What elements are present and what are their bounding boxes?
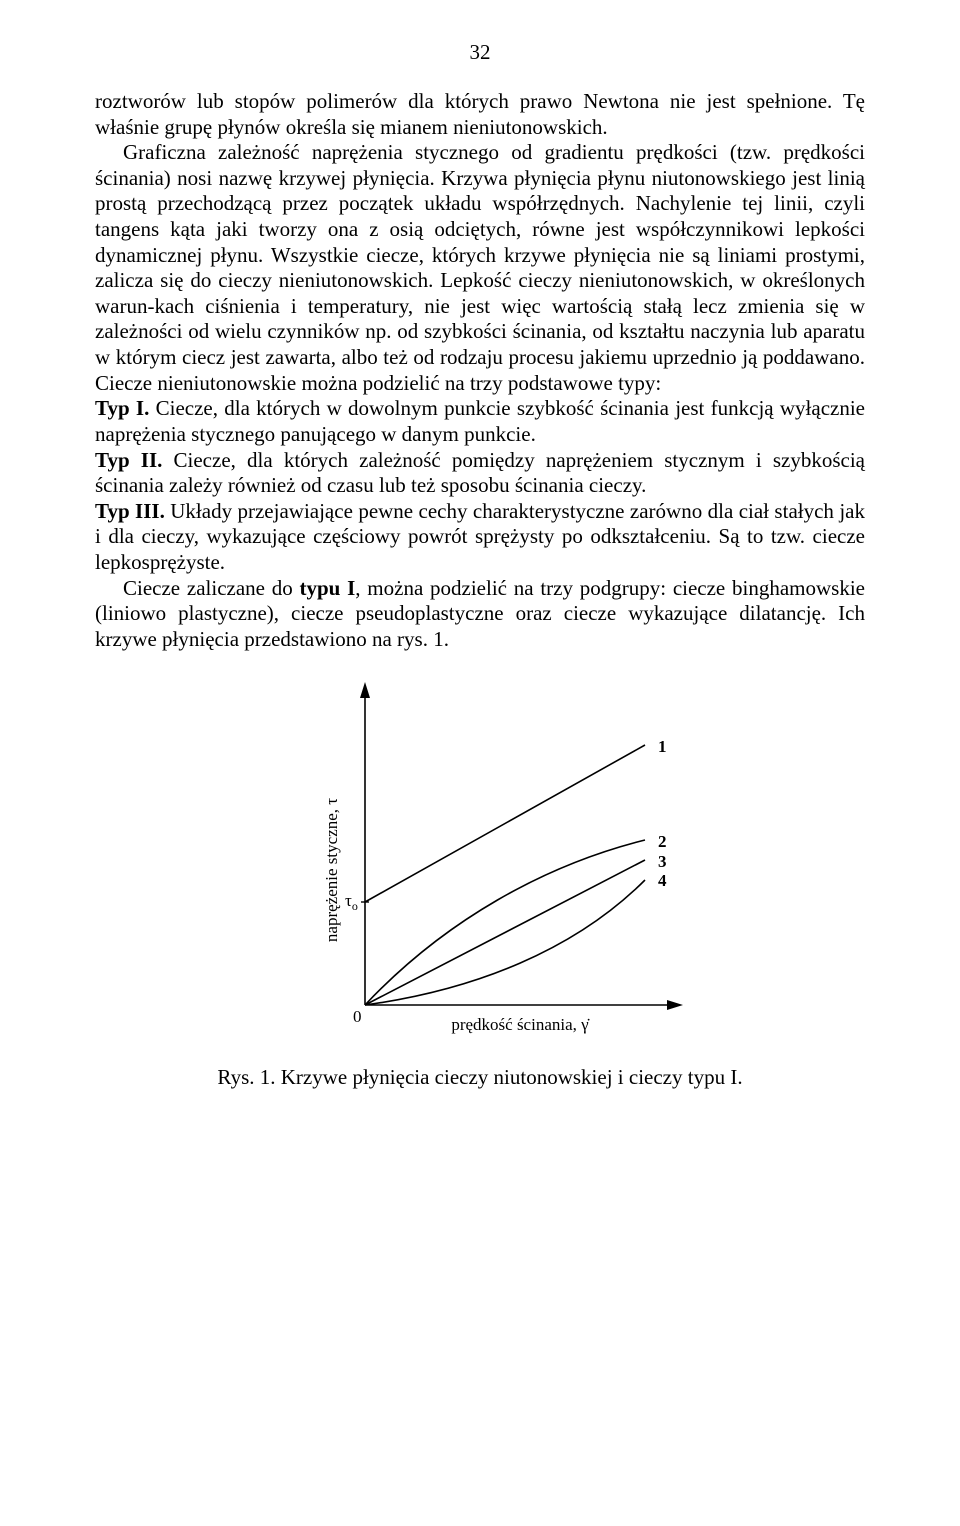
- paragraph-1: roztworów lub stopów polimerów dla który…: [95, 89, 865, 140]
- body-text: roztworów lub stopów polimerów dla który…: [95, 89, 865, 652]
- y-axis-label: naprężenie styczne, τ: [322, 798, 341, 942]
- curve-3: [365, 860, 645, 1005]
- paragraph-typ3: Typ III. Układy przejawiające pewne cech…: [95, 499, 865, 576]
- tau-o-label: τo: [345, 891, 358, 913]
- x-axis-label: prędkość ścinania, γ̇: [451, 1015, 589, 1034]
- paragraph-typ2: Typ II. Ciecze, dla których zależność po…: [95, 448, 865, 499]
- paragraph-2: Graficzna zależność naprężenia stycznego…: [95, 140, 865, 396]
- x-axis-arrow: [667, 1000, 683, 1010]
- p6-b: typu I: [300, 576, 356, 600]
- curve-label-1: 1: [658, 737, 667, 756]
- origin-label: 0: [353, 1007, 362, 1026]
- typ3-text: Układy przejawiające pewne cechy charakt…: [95, 499, 865, 574]
- typ2-label: Typ II.: [95, 448, 162, 472]
- page: 32 roztworów lub stopów polimerów dla kt…: [0, 0, 960, 1130]
- page-number: 32: [95, 40, 865, 65]
- curve-label-4: 4: [658, 871, 667, 890]
- chart-container: 1 2 3 4 τo 0 naprężenie styczne, τ prędk…: [95, 670, 865, 1090]
- paragraph-typ1: Typ I. Ciecze, dla których w dowolnym pu…: [95, 396, 865, 447]
- p6-a: Ciecze zaliczane do: [123, 576, 300, 600]
- curve-1: [365, 745, 645, 902]
- figure-caption: Rys. 1. Krzywe płynięcia cieczy niutonow…: [95, 1065, 865, 1090]
- typ2-text: Ciecze, dla których zależność pomiędzy n…: [95, 448, 865, 498]
- curve-label-2: 2: [658, 832, 667, 851]
- curve-2: [365, 840, 645, 1005]
- typ3-label: Typ III.: [95, 499, 165, 523]
- typ1-label: Typ I.: [95, 396, 149, 420]
- typ1-text: Ciecze, dla których w dowolnym punkcie s…: [95, 396, 865, 446]
- flow-curves-chart: 1 2 3 4 τo 0 naprężenie styczne, τ prędk…: [245, 670, 715, 1050]
- curve-4: [365, 880, 645, 1005]
- curve-label-3: 3: [658, 852, 667, 871]
- y-axis-arrow: [360, 682, 370, 698]
- paragraph-6: Ciecze zaliczane do typu I, można podzie…: [95, 576, 865, 653]
